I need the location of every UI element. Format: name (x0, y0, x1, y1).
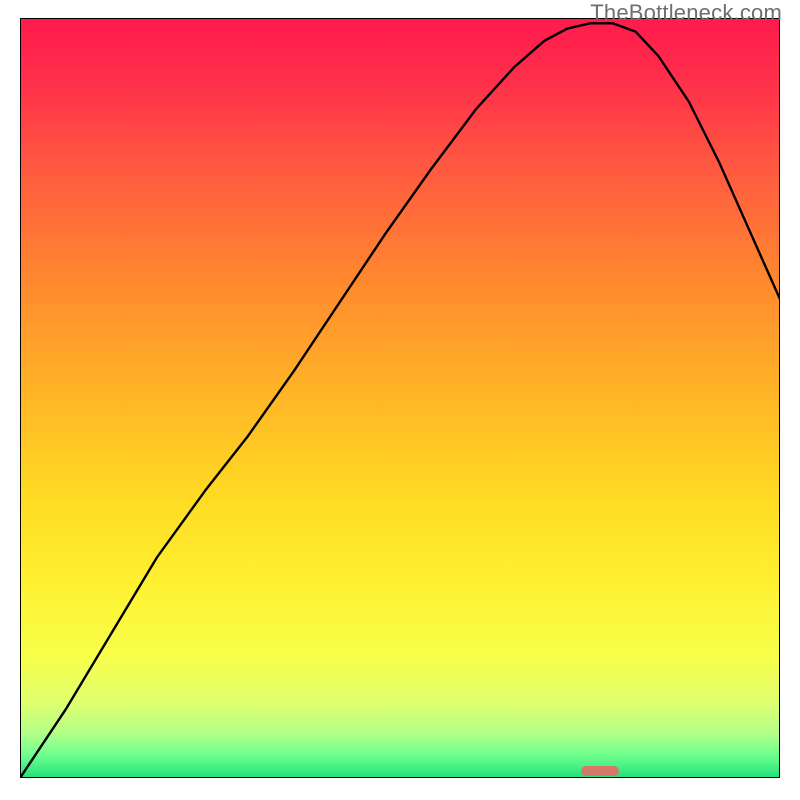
optimal-marker (581, 766, 619, 776)
watermark-text: TheBottleneck.com (590, 0, 782, 26)
bottleneck-chart: TheBottleneck.com (0, 0, 800, 800)
gradient-background (20, 18, 780, 778)
plot-area (20, 18, 780, 778)
